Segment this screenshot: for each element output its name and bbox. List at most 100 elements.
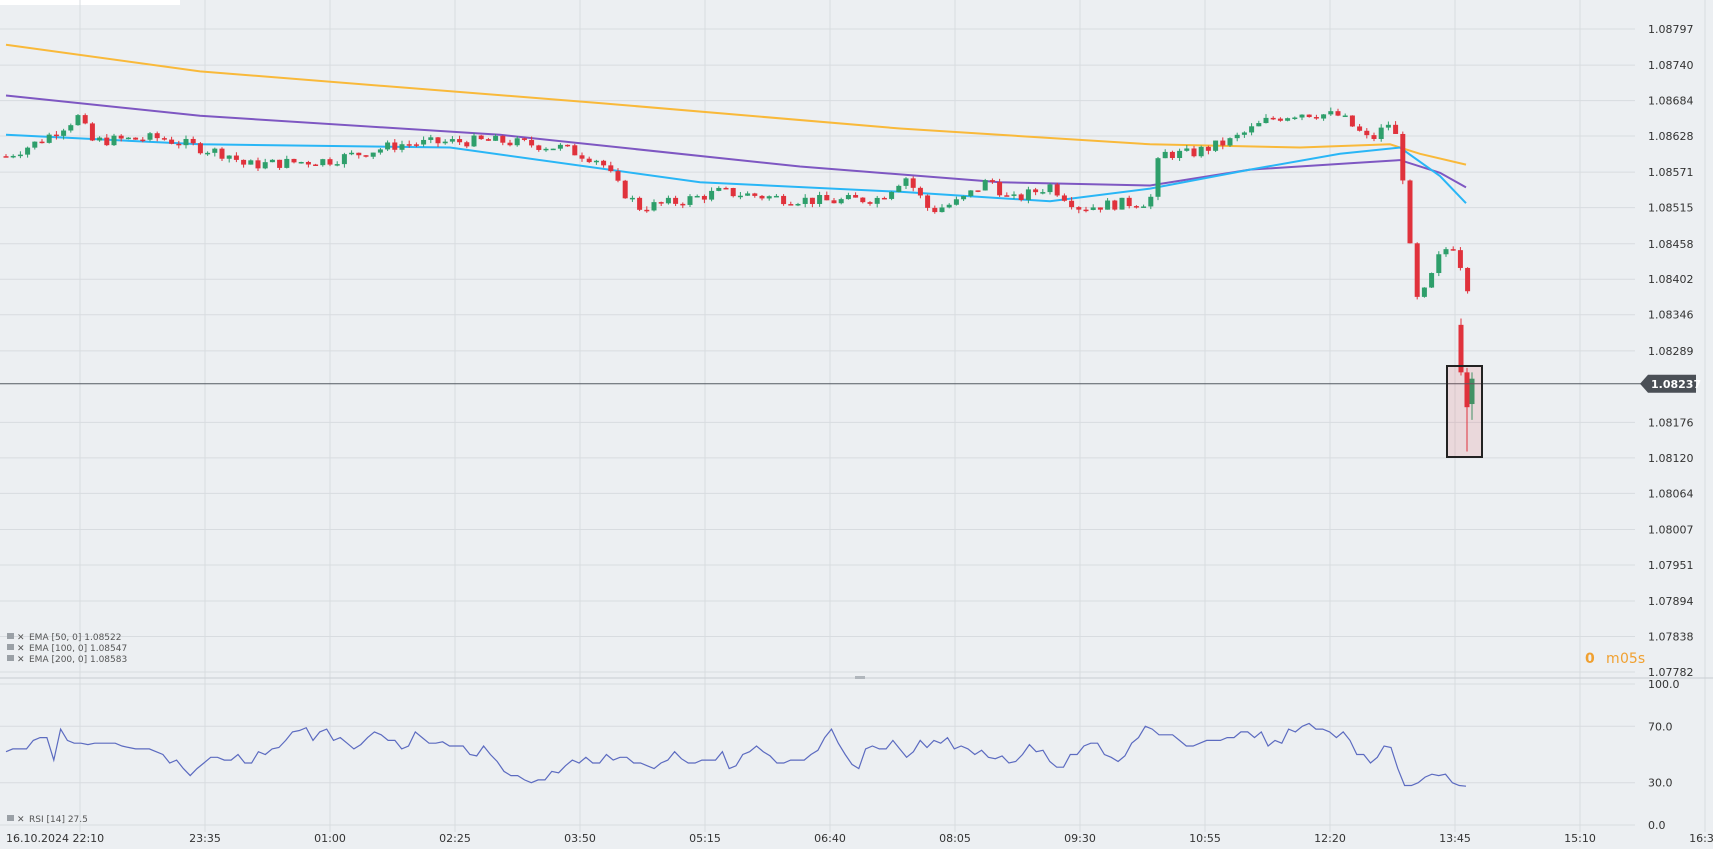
legend-settings-icon[interactable] (7, 644, 14, 650)
candle-body (3, 156, 9, 158)
time-tick-label: 16.10.2024 22:10 (6, 832, 104, 845)
candle-body (363, 155, 369, 157)
legend-close-icon[interactable]: ✕ (17, 655, 25, 665)
candle-body (752, 193, 758, 196)
candle-body (385, 142, 391, 150)
candle-body (291, 158, 297, 163)
candle-body (1234, 134, 1240, 139)
candle-body (421, 139, 427, 145)
candle-body (1155, 158, 1161, 197)
candle-body (61, 130, 67, 136)
ema-path (5, 133, 1467, 204)
candle-body (205, 152, 211, 155)
price-tick-label: 1.08684 (1648, 95, 1694, 108)
candle-body (399, 144, 405, 150)
indicator-legend: ✕ EMA [50, 0] 1.08522 ✕ EMA [100, 0] 1.0854… (7, 633, 127, 665)
candle-body (1105, 200, 1111, 210)
candle-body (557, 144, 563, 149)
candle-body (233, 155, 239, 160)
pane-resize-handle[interactable] (855, 676, 865, 679)
candle-body (536, 145, 542, 150)
candle-body (118, 135, 124, 139)
candle-body (1385, 124, 1391, 128)
selected-candle-box[interactable] (1446, 365, 1483, 458)
candle-body (1270, 117, 1276, 120)
time-tick-label: 12:20 (1314, 832, 1346, 845)
candle-body (1033, 189, 1039, 193)
time-tick-label: 06:40 (814, 832, 846, 845)
candle-body (550, 148, 556, 151)
candle-body (701, 195, 707, 200)
candle-body (572, 145, 578, 156)
candle-body (737, 195, 743, 198)
candle-body (32, 141, 38, 148)
legend-close-icon[interactable]: ✕ (17, 644, 25, 654)
selected-candle-highlight (1446, 365, 1483, 458)
ema-path (5, 94, 1467, 189)
candle-body (305, 161, 311, 165)
candle-body (1076, 207, 1082, 210)
candle-body (853, 195, 859, 198)
candle-body (269, 159, 275, 163)
candle-body (745, 193, 751, 196)
rsi-close-icon[interactable]: ✕ (17, 815, 25, 825)
candle-body (1443, 249, 1449, 255)
current-price-tag (1640, 374, 1696, 393)
time-tick-label: 23:35 (189, 832, 221, 845)
candle-body (759, 195, 765, 199)
time-tick-label: 10:55 (1189, 832, 1221, 845)
candle-body (500, 135, 506, 143)
candle-body (154, 133, 160, 139)
candle-body (788, 204, 794, 206)
candle-body (889, 191, 895, 199)
candle-body (651, 202, 657, 211)
price-tick-label: 1.08176 (1648, 416, 1694, 429)
candle-body (896, 185, 902, 192)
candle-body (565, 144, 571, 147)
candle-body (1191, 148, 1197, 157)
ema-200-line (5, 43, 1467, 166)
candle-body (1429, 273, 1435, 288)
candle-body (601, 160, 607, 166)
price-tick-label: 1.07951 (1648, 559, 1694, 572)
candle-body (1458, 324, 1464, 373)
candle-body (673, 197, 679, 204)
legend-settings-icon[interactable] (7, 633, 14, 639)
time-tick-label: 05:15 (689, 832, 721, 845)
time-tick-label: 08:05 (939, 832, 971, 845)
candle-body (1198, 146, 1204, 157)
candle-body (97, 137, 103, 141)
candle-body (514, 138, 520, 146)
candle-body (1004, 195, 1010, 197)
legend-settings-icon[interactable] (7, 655, 14, 661)
candle-body (406, 144, 412, 146)
candle-body (939, 207, 945, 213)
legend-entry: EMA [100, 0] 1.08547 (29, 644, 127, 654)
candle-body (471, 135, 477, 147)
price-tick-label: 1.08515 (1648, 202, 1694, 215)
candle-body (1378, 127, 1384, 139)
candle-body (197, 143, 203, 154)
candle-body (1450, 249, 1456, 251)
time-tick-label: 02:25 (439, 832, 471, 845)
legend-close-icon[interactable]: ✕ (17, 633, 25, 643)
rsi-line (5, 722, 1467, 787)
candle-countdown: 0 m 05s (1585, 651, 1645, 667)
candle-body (255, 160, 261, 169)
candles (3, 107, 1475, 452)
candle-body (1227, 138, 1233, 146)
rsi-settings-icon[interactable] (7, 815, 14, 821)
candle-body (1335, 111, 1341, 116)
candle-body (629, 197, 635, 200)
candle-body (730, 188, 736, 197)
candle-body (1213, 140, 1219, 151)
candle-body (1321, 114, 1327, 119)
candle-body (485, 139, 491, 141)
candle-body (1464, 372, 1470, 408)
countdown-unit: m (1606, 651, 1620, 667)
candle-body (349, 152, 355, 155)
candle-body (53, 134, 59, 137)
time-tick-label: 03:50 (564, 832, 596, 845)
candle-body (1047, 184, 1053, 193)
